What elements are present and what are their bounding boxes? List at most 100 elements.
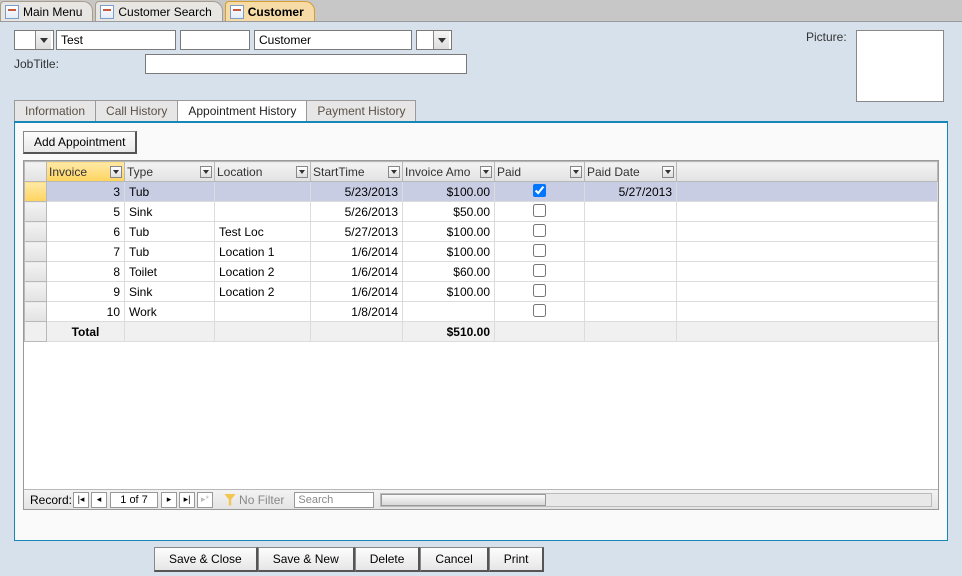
cell-invoice[interactable]: 3 — [47, 182, 125, 202]
cell-paid[interactable] — [495, 202, 585, 222]
sub-tab[interactable]: Payment History — [307, 100, 416, 121]
paid-checkbox[interactable] — [533, 224, 546, 237]
row-selector[interactable] — [25, 262, 47, 282]
cell-invoice[interactable]: 10 — [47, 302, 125, 322]
paid-checkbox[interactable] — [533, 184, 546, 197]
print-button[interactable]: Print — [489, 547, 545, 572]
picture-placeholder[interactable] — [856, 30, 944, 102]
row-selector[interactable] — [25, 242, 47, 262]
cell-paid-date[interactable] — [585, 222, 677, 242]
cell-type[interactable]: Toilet — [125, 262, 215, 282]
cell-paid-date[interactable] — [585, 302, 677, 322]
cell-type[interactable]: Sink — [125, 202, 215, 222]
cell-invoice[interactable]: 8 — [47, 262, 125, 282]
nav-new-button[interactable]: ▸* — [197, 492, 213, 508]
row-selector[interactable] — [25, 202, 47, 222]
chevron-down-icon[interactable] — [35, 31, 51, 49]
title-combo[interactable] — [14, 30, 54, 50]
record-position-input[interactable] — [110, 492, 158, 508]
cell-location[interactable]: Location 1 — [215, 242, 311, 262]
horizontal-scrollbar[interactable] — [380, 493, 932, 507]
job-title-input[interactable] — [145, 54, 467, 74]
row-selector[interactable] — [25, 282, 47, 302]
chevron-down-icon[interactable] — [296, 166, 308, 178]
cancel-button[interactable]: Cancel — [420, 547, 488, 572]
first-name-input[interactable] — [56, 30, 176, 50]
paid-checkbox[interactable] — [533, 244, 546, 257]
table-row[interactable]: 9SinkLocation 21/6/2014$100.00 — [25, 282, 938, 302]
chevron-down-icon[interactable] — [662, 166, 674, 178]
row-selector[interactable] — [25, 182, 47, 202]
cell-starttime[interactable]: 5/27/2013 — [311, 222, 403, 242]
save-new-button[interactable]: Save & New — [258, 547, 355, 572]
sub-tab[interactable]: Call History — [96, 100, 178, 121]
cell-invoice[interactable]: 5 — [47, 202, 125, 222]
paid-checkbox[interactable] — [533, 264, 546, 277]
cell-paid[interactable] — [495, 282, 585, 302]
table-row[interactable]: 10Work 1/8/2014 — [25, 302, 938, 322]
row-selector[interactable] — [25, 222, 47, 242]
nav-last-button[interactable]: ▸| — [179, 492, 195, 508]
cell-invoice[interactable]: 9 — [47, 282, 125, 302]
column-header[interactable]: Invoice Amo — [403, 162, 495, 182]
cell-location[interactable]: Test Loc — [215, 222, 311, 242]
sub-tab[interactable]: Appointment History — [178, 100, 307, 121]
cell-location[interactable]: Location 2 — [215, 262, 311, 282]
cell-paid-date[interactable]: 5/27/2013 — [585, 182, 677, 202]
cell-starttime[interactable]: 1/8/2014 — [311, 302, 403, 322]
cell-amount[interactable]: $100.00 — [403, 182, 495, 202]
cell-paid[interactable] — [495, 262, 585, 282]
chevron-down-icon[interactable] — [480, 166, 492, 178]
cell-invoice[interactable]: 6 — [47, 222, 125, 242]
chevron-down-icon[interactable] — [433, 31, 449, 49]
table-row[interactable]: 7TubLocation 11/6/2014$100.00 — [25, 242, 938, 262]
table-row[interactable]: 5Sink 5/26/2013$50.00 — [25, 202, 938, 222]
cell-paid[interactable] — [495, 242, 585, 262]
table-row[interactable]: 8ToiletLocation 21/6/2014$60.00 — [25, 262, 938, 282]
middle-name-input[interactable] — [180, 30, 250, 50]
cell-location[interactable] — [215, 182, 311, 202]
search-input[interactable] — [294, 492, 374, 508]
sub-tab[interactable]: Information — [14, 100, 96, 121]
cell-type[interactable]: Work — [125, 302, 215, 322]
nav-first-button[interactable]: |◂ — [73, 492, 89, 508]
cell-location[interactable] — [215, 202, 311, 222]
suffix-input[interactable] — [417, 31, 433, 49]
cell-starttime[interactable]: 5/23/2013 — [311, 182, 403, 202]
cell-amount[interactable]: $100.00 — [403, 282, 495, 302]
cell-amount[interactable] — [403, 302, 495, 322]
column-header[interactable]: Paid — [495, 162, 585, 182]
table-row[interactable]: 3Tub 5/23/2013$100.00 5/27/2013 — [25, 182, 938, 202]
cell-paid-date[interactable] — [585, 242, 677, 262]
cell-type[interactable]: Sink — [125, 282, 215, 302]
window-tab[interactable]: Main Menu — [0, 1, 93, 21]
column-header[interactable]: Location — [215, 162, 311, 182]
cell-invoice[interactable]: 7 — [47, 242, 125, 262]
cell-paid-date[interactable] — [585, 262, 677, 282]
cell-type[interactable]: Tub — [125, 242, 215, 262]
chevron-down-icon[interactable] — [388, 166, 400, 178]
cell-amount[interactable]: $100.00 — [403, 222, 495, 242]
last-name-input[interactable] — [254, 30, 412, 50]
title-input[interactable] — [15, 31, 35, 49]
suffix-combo[interactable] — [416, 30, 452, 50]
cell-starttime[interactable]: 1/6/2014 — [311, 262, 403, 282]
chevron-down-icon[interactable] — [570, 166, 582, 178]
cell-amount[interactable]: $50.00 — [403, 202, 495, 222]
row-selector-header[interactable] — [25, 162, 47, 182]
cell-paid-date[interactable] — [585, 282, 677, 302]
save-close-button[interactable]: Save & Close — [154, 547, 258, 572]
nav-next-button[interactable]: ▸ — [161, 492, 177, 508]
cell-starttime[interactable]: 5/26/2013 — [311, 202, 403, 222]
window-tab[interactable]: Customer Search — [95, 1, 222, 21]
window-tab[interactable]: Customer — [225, 1, 315, 21]
add-appointment-button[interactable]: Add Appointment — [23, 131, 137, 154]
cell-type[interactable]: Tub — [125, 222, 215, 242]
scrollbar-thumb[interactable] — [381, 494, 546, 506]
paid-checkbox[interactable] — [533, 304, 546, 317]
paid-checkbox[interactable] — [533, 204, 546, 217]
cell-location[interactable]: Location 2 — [215, 282, 311, 302]
cell-paid-date[interactable] — [585, 202, 677, 222]
cell-type[interactable]: Tub — [125, 182, 215, 202]
chevron-down-icon[interactable] — [200, 166, 212, 178]
